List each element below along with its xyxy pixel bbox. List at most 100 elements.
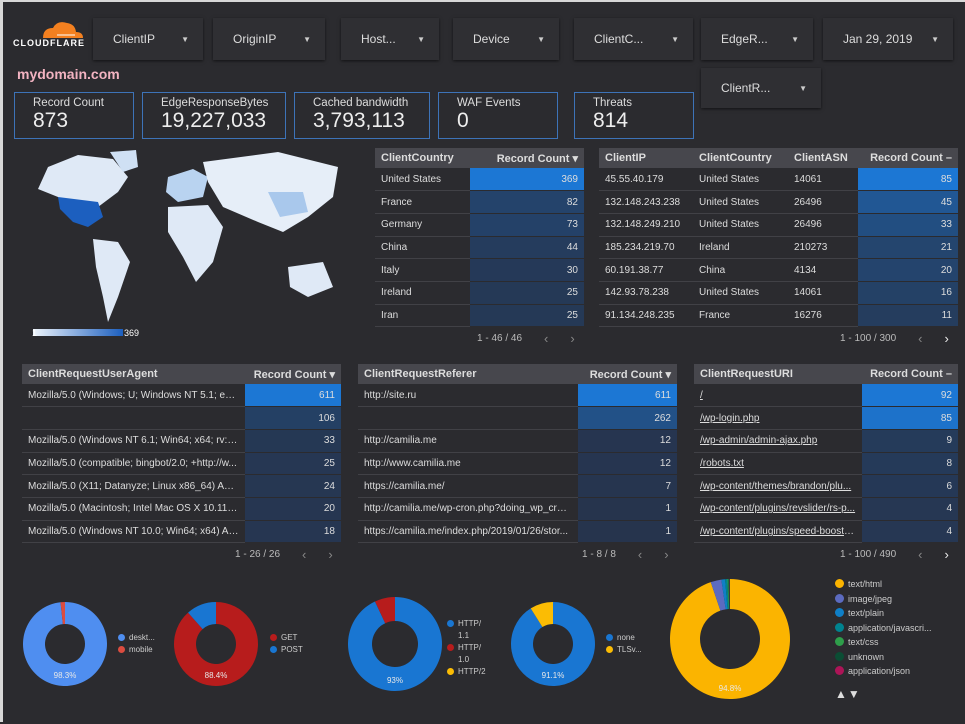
table-cell[interactable]: /wp-login.php [694, 407, 862, 430]
table-row[interactable]: Mozilla/5.0 (Windows; U; Windows NT 5.1;… [22, 384, 341, 407]
table-cell[interactable]: /wp-content/themes/brandon/plu... [694, 475, 862, 498]
legend-scroll-arrows[interactable]: ▲▼ [835, 687, 861, 701]
table-row[interactable]: Mozilla/5.0 (X11; Datanyze; Linux x86_64… [22, 475, 341, 498]
next-page-button[interactable]: › [328, 547, 332, 562]
table-cell[interactable]: /robots.txt [694, 452, 862, 475]
prev-page-button[interactable]: ‹ [302, 547, 306, 562]
table-row[interactable]: /wp-content/plugins/revslider/rs-p...4 [694, 497, 958, 520]
legend-item[interactable]: HTTP/ 1.1 [447, 618, 487, 642]
legend-item[interactable]: text/plain [835, 606, 932, 621]
legend-item[interactable]: HTTP/ 1.0 [447, 642, 487, 666]
legend-item[interactable]: text/css [835, 635, 932, 650]
pager: 1 - 8 / 8‹› [582, 547, 669, 562]
table-cell: 16276 [788, 304, 858, 327]
prev-page-button[interactable]: ‹ [638, 547, 642, 562]
next-page-button[interactable]: › [664, 547, 668, 562]
filter-clientcountry[interactable]: ClientC...▼ [574, 18, 693, 60]
record-count-cell: 611 [245, 384, 341, 407]
column-header[interactable]: ClientRequestUserAgent [22, 364, 245, 384]
legend-item[interactable]: POST [270, 644, 303, 656]
legend-item[interactable]: text/html [835, 577, 932, 592]
pager: 1 - 100 / 300‹› [840, 331, 949, 346]
legend-item[interactable]: deskt... [118, 632, 155, 644]
table-row[interactable]: /wp-content/themes/brandon/plu...6 [694, 475, 958, 498]
table-row[interactable]: https://camilia.me/index.php/2019/01/26/… [358, 520, 677, 543]
filter-host[interactable]: Host...▼ [341, 18, 439, 60]
legend-item[interactable]: TLSv... [606, 644, 642, 656]
next-page-button[interactable]: › [945, 331, 949, 346]
legend-item[interactable]: unknown [835, 650, 932, 665]
prev-page-button[interactable]: ‹ [918, 547, 922, 562]
legend-item[interactable]: application/json [835, 664, 932, 679]
legend-dot-icon [606, 646, 613, 653]
table-row[interactable]: /92 [694, 384, 958, 407]
filter-clientip[interactable]: ClientIP▼ [93, 18, 203, 60]
column-header[interactable]: Record Count ▾ [245, 364, 341, 384]
table-cell[interactable]: / [694, 384, 862, 407]
column-header[interactable]: Record Count ▾ [470, 148, 584, 168]
prev-page-button[interactable]: ‹ [544, 331, 548, 346]
next-page-button[interactable]: › [570, 331, 574, 346]
table-row[interactable]: Mozilla/5.0 (Macintosh; Intel Mac OS X 1… [22, 497, 341, 520]
legend-item[interactable]: GET [270, 632, 303, 644]
table-cell[interactable]: /wp-content/plugins/revslider/rs-p... [694, 497, 862, 520]
world-map[interactable] [18, 147, 353, 332]
column-header[interactable]: ClientCountry [375, 148, 470, 168]
table-row[interactable]: Mozilla/5.0 (Windows NT 6.1; Win64; x64;… [22, 429, 341, 452]
legend-item[interactable]: HTTP/2 [447, 666, 487, 678]
next-page-button[interactable]: › [945, 547, 949, 562]
record-count-cell: 45 [858, 191, 958, 214]
filter-clientrequest[interactable]: ClientR...▼ [701, 68, 821, 108]
table-row[interactable]: 262 [358, 407, 677, 430]
table-row[interactable]: /wp-content/plugins/speed-booste...4 [694, 520, 958, 543]
record-count-cell: 18 [245, 520, 341, 543]
table-row[interactable]: 106 [22, 407, 341, 430]
table-cell[interactable]: /wp-admin/admin-ajax.php [694, 429, 862, 452]
date-range-picker[interactable]: Jan 29, 2019▼ [823, 18, 953, 60]
table-row[interactable]: https://camilia.me/7 [358, 475, 677, 498]
filter-originip[interactable]: OriginIP▼ [213, 18, 325, 60]
record-count-cell: 8 [862, 452, 958, 475]
table-row[interactable]: http://camilia.me/wp-cron.php?doing_wp_c… [358, 497, 677, 520]
legend-item[interactable]: none [606, 632, 642, 644]
table-cell[interactable]: /wp-content/plugins/speed-booste... [694, 520, 862, 543]
column-header[interactable]: ClientRequestURI [694, 364, 862, 384]
column-header[interactable]: ClientRequestReferer [358, 364, 578, 384]
donut-slice[interactable] [670, 579, 790, 699]
column-header[interactable]: ClientCountry [693, 148, 788, 168]
table-row[interactable]: Mozilla/5.0 (Windows NT 10.0; Win64; x64… [22, 520, 341, 543]
column-header[interactable]: Record Count – [858, 148, 958, 168]
column-header[interactable]: Record Count ▾ [578, 364, 677, 384]
column-header[interactable]: Record Count – [862, 364, 958, 384]
filter-device[interactable]: Device▼ [453, 18, 559, 60]
column-header[interactable]: ClientASN [788, 148, 858, 168]
kpi-value: 19,227,033 [161, 109, 285, 133]
legend-item[interactable]: mobile [118, 644, 155, 656]
table-row[interactable]: Mozilla/5.0 (compatible; bingbot/2.0; +h… [22, 452, 341, 475]
prev-page-button[interactable]: ‹ [918, 331, 922, 346]
filter-edgeresponse[interactable]: EdgeR...▼ [701, 18, 813, 60]
legend-item[interactable]: application/javascri... [835, 621, 932, 636]
column-header[interactable]: ClientIP [599, 148, 693, 168]
legend-item[interactable]: image/jpeg [835, 592, 932, 607]
